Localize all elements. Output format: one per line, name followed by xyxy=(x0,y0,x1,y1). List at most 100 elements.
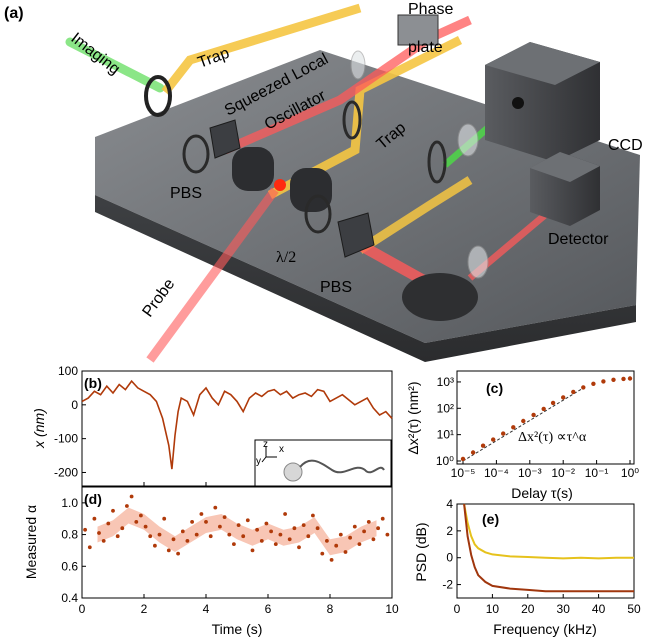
ccd-camera-top xyxy=(485,42,600,85)
y-tick-label: 10¹ xyxy=(437,428,454,442)
alpha-point xyxy=(153,543,157,548)
powerlaw-fit-line xyxy=(462,385,587,462)
x-tick-label: 4 xyxy=(203,602,210,616)
panel-e-tag: (e) xyxy=(482,511,499,527)
label-halfwave-plate: λ/2 xyxy=(276,249,296,266)
y-tick-label: -2 xyxy=(442,578,453,592)
psd-line-squeezed xyxy=(463,503,634,593)
x-tick-label: 30 xyxy=(557,602,571,616)
halfwave-plate xyxy=(304,194,332,234)
alpha-point xyxy=(311,513,315,518)
focusing-mirror xyxy=(402,273,478,321)
panel-b-frame xyxy=(81,370,393,487)
alpha-point xyxy=(241,534,246,539)
inset-geometry: z x y xyxy=(254,439,392,487)
y-tick-label: 10² xyxy=(437,401,454,415)
x-tick-label: 2 xyxy=(141,602,148,616)
mirror-ring-center xyxy=(342,100,362,140)
panel-d-ylabel: Measured α xyxy=(23,505,39,579)
x-tick-label: 8 xyxy=(327,602,334,616)
alpha-point xyxy=(194,532,199,537)
alpha-point xyxy=(208,534,213,539)
alpha-point xyxy=(283,512,287,516)
alpha-point xyxy=(255,527,259,532)
x-tick-label: 6 xyxy=(265,602,272,616)
alpha-point xyxy=(143,524,148,529)
alpha-point xyxy=(352,524,357,529)
alpha-point xyxy=(171,537,176,542)
imaging-beam xyxy=(65,37,165,93)
lens-detector xyxy=(467,245,489,279)
alpha-point xyxy=(371,537,376,542)
alpha-point xyxy=(287,537,292,542)
y-tick-label: 2 xyxy=(446,524,453,538)
alpha-point xyxy=(204,520,208,524)
objective-left xyxy=(232,147,274,191)
panel-c-frame xyxy=(456,370,635,465)
alpha-point xyxy=(166,548,171,553)
phase-plate-holder xyxy=(397,14,439,46)
msd-point xyxy=(550,400,556,406)
alpha-point xyxy=(297,545,301,550)
y-tick-label: -200 xyxy=(54,465,78,479)
y-tick-label: 4 xyxy=(446,497,453,511)
x-tick-label: 10⁻¹ xyxy=(585,466,609,480)
x-tick-label: 10⁰ xyxy=(621,466,639,480)
msd-point xyxy=(581,385,586,390)
alpha-point xyxy=(245,518,250,523)
alpha-point xyxy=(87,545,92,550)
alpha-point xyxy=(264,521,269,526)
y-tick-label: 0 xyxy=(446,551,453,565)
y-tick-label: 10³ xyxy=(437,375,454,389)
alpha-point xyxy=(190,520,195,524)
alpha-point xyxy=(218,524,222,529)
alpha-point xyxy=(329,558,334,562)
alpha-point xyxy=(269,529,273,534)
alpha-point xyxy=(199,512,204,516)
x-tick-label: 0 xyxy=(454,602,461,616)
alpha-point xyxy=(278,532,283,537)
y-tick-label: 100 xyxy=(58,364,78,378)
label-probe: Probe xyxy=(139,276,178,321)
alpha-point xyxy=(227,532,232,537)
alpha-point xyxy=(320,551,325,556)
alpha-point xyxy=(125,504,129,508)
panel-b-tag: (b) xyxy=(84,375,102,391)
alpha-point xyxy=(213,505,218,510)
x-tick-label: 10⁻⁴ xyxy=(484,466,509,480)
y-tick-label: 10⁰ xyxy=(436,454,454,468)
alpha-point xyxy=(325,539,329,543)
ccd-aperture xyxy=(512,97,524,109)
label-phase: Phase xyxy=(408,1,453,18)
panel-c-ylabel: Δx²(τ) (nm²) xyxy=(405,381,421,454)
alpha-point xyxy=(83,527,87,532)
lens-ccd xyxy=(457,123,479,157)
alpha-point xyxy=(348,535,352,540)
msd-point xyxy=(531,412,536,418)
lens-probe xyxy=(350,50,366,80)
inset-frame xyxy=(254,439,392,487)
inset-label-x: x xyxy=(279,444,284,455)
x-tick-label: 10⁻² xyxy=(551,466,575,480)
panel-d: 0 2 4 6 8 10 0.4 0.6 0.8 1.0 (d) Time (s) Measure… xyxy=(23,486,399,637)
msd-point xyxy=(460,456,466,462)
alpha-point xyxy=(250,548,255,553)
alpha-band xyxy=(97,507,377,556)
alpha-point xyxy=(301,523,306,527)
alpha-point xyxy=(376,526,380,531)
inset-trajectory xyxy=(299,459,385,474)
x-tick-label: 50 xyxy=(627,602,641,616)
msd-point xyxy=(491,437,496,442)
y-tick-label: 0.6 xyxy=(61,559,78,573)
detector-top xyxy=(530,152,600,182)
label-ccd: CCD xyxy=(608,137,643,154)
inset-label-z: z xyxy=(263,439,268,450)
alpha-point xyxy=(343,550,348,554)
alpha-point xyxy=(232,542,236,546)
alpha-point xyxy=(180,529,185,534)
alpha-point xyxy=(111,508,115,513)
mirror-ring-right xyxy=(427,140,447,184)
panel-c-annotation: Δx²(τ) ∝τ^α xyxy=(518,430,587,445)
msd-point xyxy=(601,379,606,384)
optical-table-edge xyxy=(95,195,636,362)
